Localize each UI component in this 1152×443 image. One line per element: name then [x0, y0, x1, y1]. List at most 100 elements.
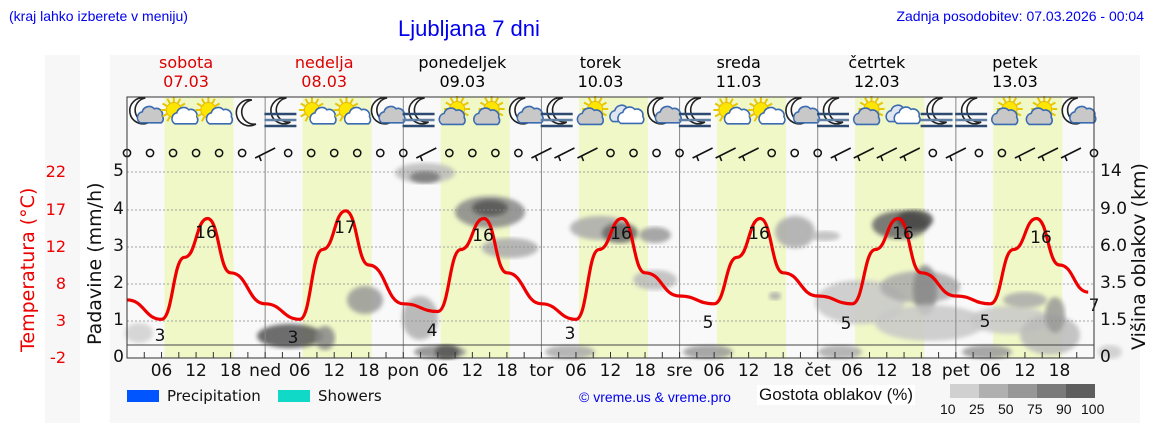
cloud-icon	[654, 105, 683, 124]
moon-fog-icon	[678, 96, 711, 128]
wind-calm-icon	[974, 148, 984, 158]
cloud-density-blob	[818, 345, 862, 359]
temperature-tick-label: 22	[45, 162, 66, 181]
wind-calm-icon	[790, 148, 800, 158]
cloud-sun-icon	[991, 96, 1023, 126]
wind-calm-icon	[352, 148, 362, 158]
wind-calm-icon	[514, 148, 523, 158]
cloud-icon	[893, 106, 921, 125]
x-tick-label: 18	[772, 361, 794, 381]
cloud-sun-icon	[438, 96, 471, 126]
cloud-density-swatch	[950, 384, 979, 398]
x-tick-label: 18	[1048, 361, 1071, 381]
wind-calm-icon	[675, 148, 684, 158]
x-ticks	[143, 352, 1078, 358]
cloud-icon	[609, 104, 645, 125]
precipitation-tick-label: 3	[113, 236, 124, 256]
wind-calm-icon	[283, 148, 293, 158]
moon-fog-icon	[264, 96, 297, 128]
x-tick-label: 18	[219, 361, 242, 381]
daily-max-label: 16	[610, 224, 632, 244]
moon-cloud-icon	[370, 96, 406, 125]
cloud-density-blob	[1098, 345, 1122, 359]
location-menu-hint[interactable]: (kraj lahko izberete v meniju)	[9, 8, 188, 24]
daily-max-label: 16	[748, 224, 770, 244]
wind-calm-icon	[928, 148, 938, 158]
x-tick-label: 06	[841, 361, 864, 381]
x-tick-label: pon	[387, 361, 420, 381]
moon-icon	[684, 96, 706, 125]
x-tick-label: 18	[634, 361, 656, 381]
day-name: petek	[992, 53, 1038, 72]
cloud-density-blob	[775, 216, 815, 248]
cloud-icon	[309, 106, 337, 125]
daily-min-label: 5	[980, 312, 991, 332]
cloud-density-swatch	[1008, 384, 1037, 398]
cloud-sun-icon	[473, 96, 505, 126]
cloud-density-swatch	[1037, 384, 1066, 398]
cloud-icon	[991, 107, 1019, 126]
cloud-density-blob	[347, 286, 383, 314]
precipitation-axis-label: Padavine (mm/h)	[84, 182, 106, 345]
day-date: 09.03	[439, 72, 486, 91]
temperature-tick-label: 12	[45, 237, 66, 256]
cloud-density-blob	[633, 270, 677, 290]
precipitation-tick-label: 1	[113, 310, 124, 330]
sun-cloud-icon	[713, 97, 752, 125]
x-tick-label: 18	[496, 361, 518, 381]
grid-lines	[127, 97, 1094, 358]
copyright-link[interactable]: © vreme.us & vreme.pro	[579, 389, 731, 405]
cloud-density-scale-label: 100	[1081, 401, 1105, 417]
day-name: sobota	[158, 53, 214, 72]
x-tick-label: 12	[1014, 361, 1036, 381]
sun-cloud-icon	[747, 97, 786, 125]
moon-fog-icon	[402, 96, 435, 128]
wind-calm-icon	[491, 148, 500, 158]
wind-barbs-row	[122, 147, 1099, 162]
moon-cloud-icon	[508, 96, 544, 125]
wind-calm-icon	[329, 148, 339, 158]
cloud-height-tick-label: 9.0	[1100, 199, 1128, 219]
wind-calm-icon	[444, 148, 454, 158]
cloud-density-scale-label: 25	[969, 401, 985, 417]
cloud-icon	[205, 106, 234, 125]
precipitation-tick-label: 0	[113, 347, 124, 367]
precipitation-tick-label: 4	[113, 199, 124, 219]
wind-calm-icon	[813, 148, 823, 158]
cloud-icon	[516, 105, 544, 124]
daily-min-label: 4	[427, 321, 438, 341]
cloud-density-blob	[639, 227, 671, 243]
moon-icon	[270, 96, 291, 125]
x-tick-label: 06	[288, 361, 311, 381]
cloud-density-blobs	[125, 163, 1122, 359]
temperature-axis-panel	[45, 55, 80, 423]
cloud-height-tick-label: 1.5	[1100, 310, 1128, 330]
x-tick-label: 06	[565, 361, 587, 381]
x-tick-label: 06	[426, 361, 449, 381]
x-tick-label: čet	[804, 361, 831, 381]
day-date: 10.03	[577, 72, 624, 91]
cloud-density-blob	[472, 200, 508, 216]
temperature-tick-label: -2	[50, 348, 66, 367]
cloud-density-blob	[875, 305, 985, 341]
daily-min-label: 5	[703, 313, 714, 333]
temperature-tick-label: 17	[45, 200, 66, 219]
cloud-height-tick-label: 0	[1100, 347, 1111, 367]
wind-calm-icon	[468, 148, 477, 158]
daily-min-label: 3	[155, 326, 166, 346]
page-title: Ljubljana 7 dni	[398, 16, 540, 41]
wind-calm-icon	[168, 148, 178, 158]
temperature-tick-label: 8	[55, 274, 66, 293]
wind-calm-icon	[652, 148, 661, 158]
cloud-density-blob	[257, 324, 323, 348]
moon-fog-icon	[816, 96, 849, 128]
cloud-icon	[438, 107, 466, 126]
cloud-icon	[576, 107, 605, 126]
wind-calm-icon	[767, 148, 777, 158]
cloud-density-title: Gostota oblakov (%)	[757, 385, 916, 405]
day-date: 12.03	[853, 72, 900, 91]
cloud-density-blob	[125, 323, 153, 343]
cloud-icon	[378, 105, 406, 124]
moon-cloud-icon	[647, 96, 683, 125]
